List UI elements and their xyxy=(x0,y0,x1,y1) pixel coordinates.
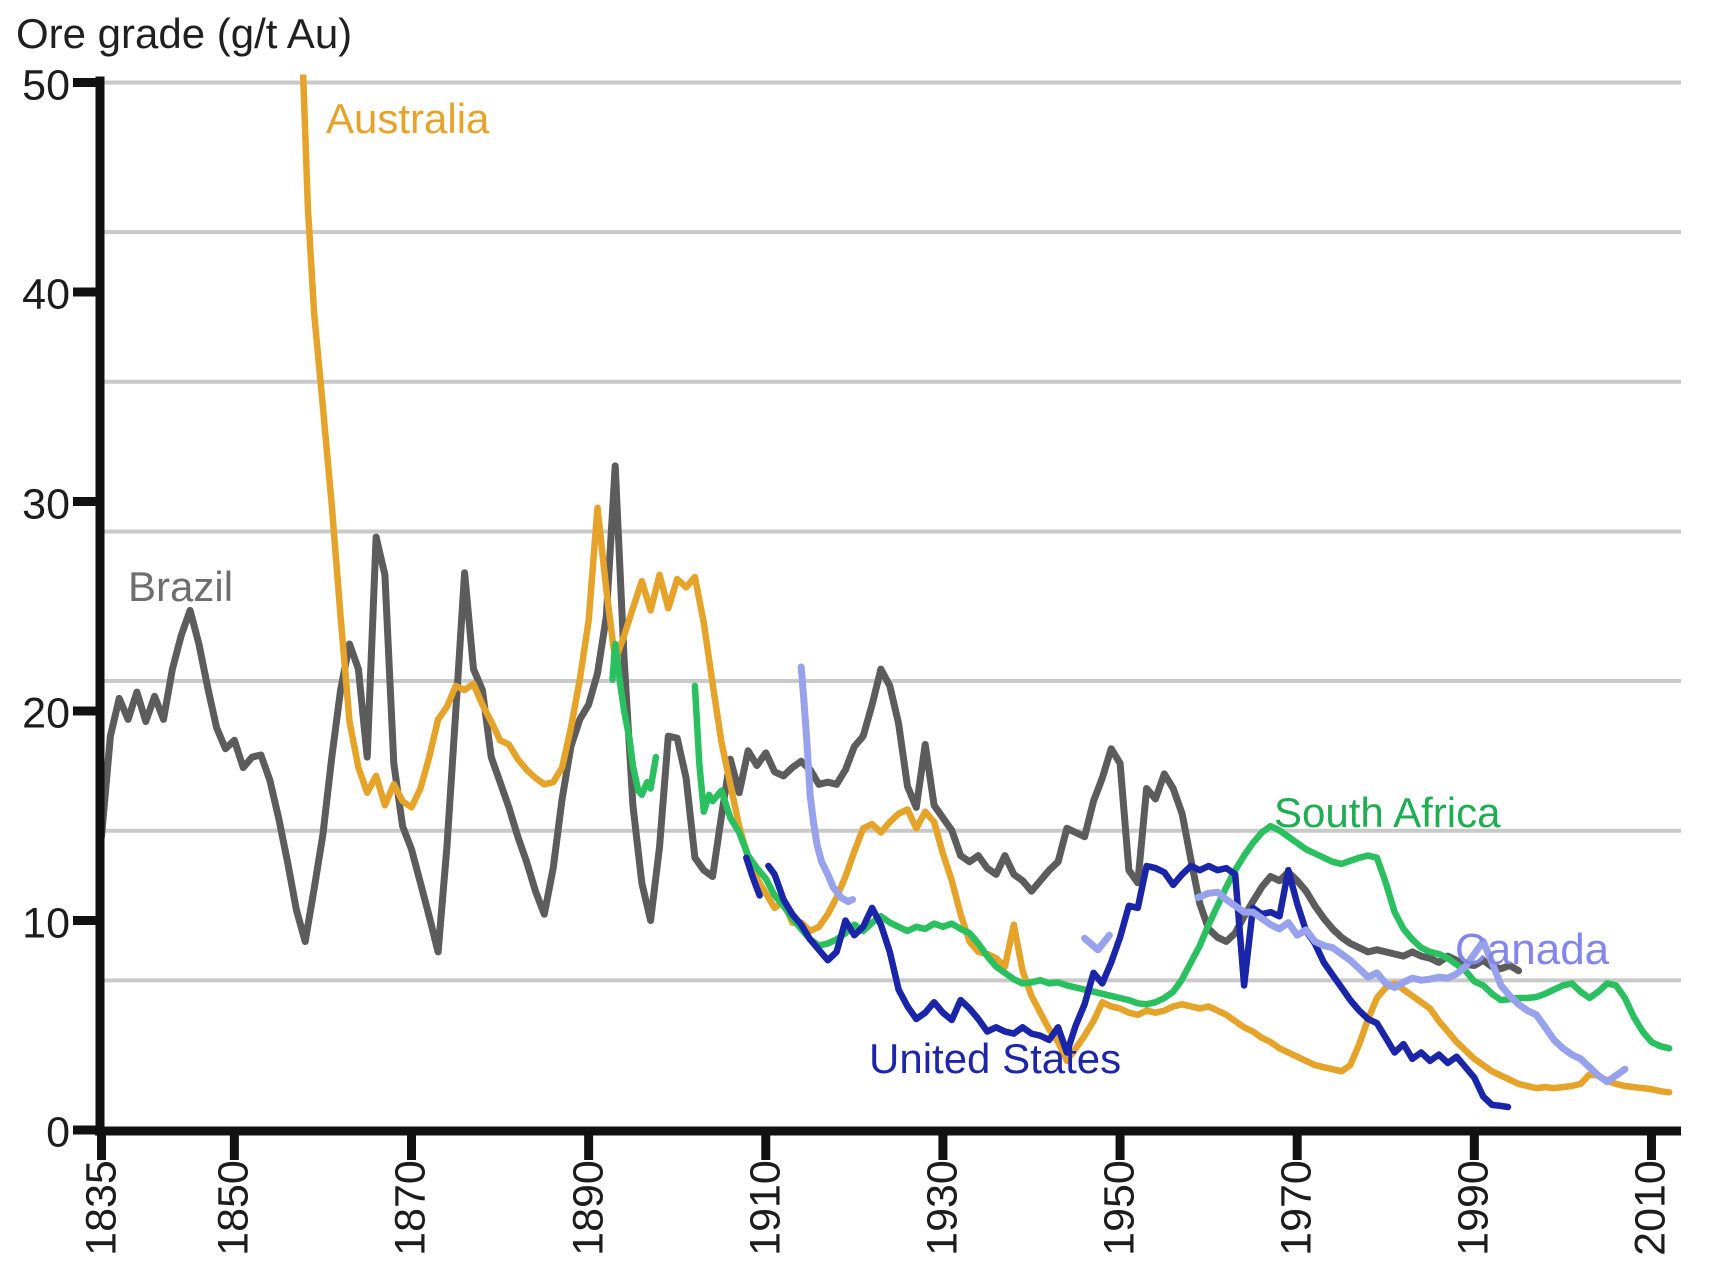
series-line-australia xyxy=(299,74,1673,1096)
x-tick-label-1950: 1950 xyxy=(1095,1160,1144,1256)
series-line-united-states-seg2 xyxy=(765,862,1512,1111)
x-tick-label-1850: 1850 xyxy=(209,1160,258,1256)
series-line-canada-seg3 xyxy=(1194,888,1629,1086)
series-line-south-africa-seg1 xyxy=(609,640,660,799)
series-line-brazil xyxy=(98,462,1523,975)
series-line-united-states-seg1 xyxy=(743,854,763,899)
x-tick-label-1870: 1870 xyxy=(386,1160,435,1256)
series-label-canada: Canada xyxy=(1455,925,1610,974)
series-label-brazil: Brazil xyxy=(128,563,234,610)
chart-title: Ore grade (g/t Au) xyxy=(16,10,353,57)
x-tick-label-1930: 1930 xyxy=(918,1160,967,1256)
series-line-south-africa-seg2 xyxy=(691,682,1673,1052)
series-label-australia: Australia xyxy=(326,95,490,142)
y-tick-label-0: 0 xyxy=(46,1108,70,1157)
x-tick-label-1990: 1990 xyxy=(1449,1160,1498,1256)
y-tick-label-10: 10 xyxy=(22,899,70,947)
x-tick-label-1835: 1835 xyxy=(77,1160,125,1256)
series-label-united-states: United States xyxy=(869,1035,1122,1082)
series-group xyxy=(98,74,1673,1111)
x-tick-label-1890: 1890 xyxy=(564,1160,613,1256)
x-tick-label-1910: 1910 xyxy=(741,1160,790,1256)
series-label-south-africa: South Africa xyxy=(1274,789,1501,836)
y-tick-label-30: 30 xyxy=(22,480,70,528)
series-line-canada-seg1 xyxy=(797,663,857,906)
y-tick-label-40: 40 xyxy=(22,270,70,319)
x-tick-label-1970: 1970 xyxy=(1272,1160,1321,1256)
y-tick-label-50: 50 xyxy=(22,61,70,109)
x-tick-label-2010: 2010 xyxy=(1626,1160,1675,1256)
y-tick-label-20: 20 xyxy=(22,689,70,738)
series-line-canada-seg2 xyxy=(1081,931,1113,954)
